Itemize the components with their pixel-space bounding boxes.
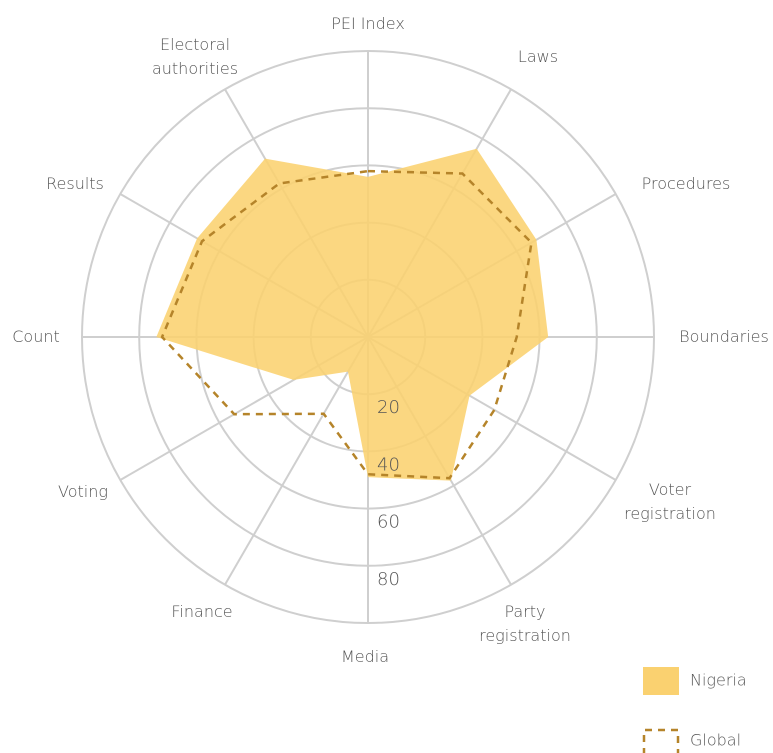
axis-label: Voting [58, 482, 108, 501]
r-tick-label: 40 [377, 454, 400, 475]
r-tick-label: 60 [377, 512, 400, 533]
axis-label: Voter registration [624, 480, 716, 523]
axis-label: Laws [518, 47, 558, 66]
axis-label: Procedures [642, 174, 731, 193]
axis-label: Count [12, 327, 60, 346]
legend-swatch [643, 667, 679, 695]
r-tick-label: 80 [377, 569, 400, 590]
series-line [160, 169, 533, 480]
axis-label: PEI Index [331, 14, 405, 33]
legend-swatch [642, 728, 680, 753]
axis-label: Results [46, 174, 104, 193]
axis-label: Electoral authorities [152, 35, 238, 78]
spoke [224, 336, 369, 586]
axis-label: Media [341, 647, 389, 666]
legend-label: Global [690, 731, 741, 750]
axis-label: Boundaries [679, 327, 769, 346]
legend-label: Nigeria [690, 671, 747, 690]
r-tick-label: 20 [377, 397, 400, 418]
axis-label: Party registration [479, 602, 571, 645]
series-area [156, 148, 549, 481]
axis-label: Finance [171, 602, 232, 621]
